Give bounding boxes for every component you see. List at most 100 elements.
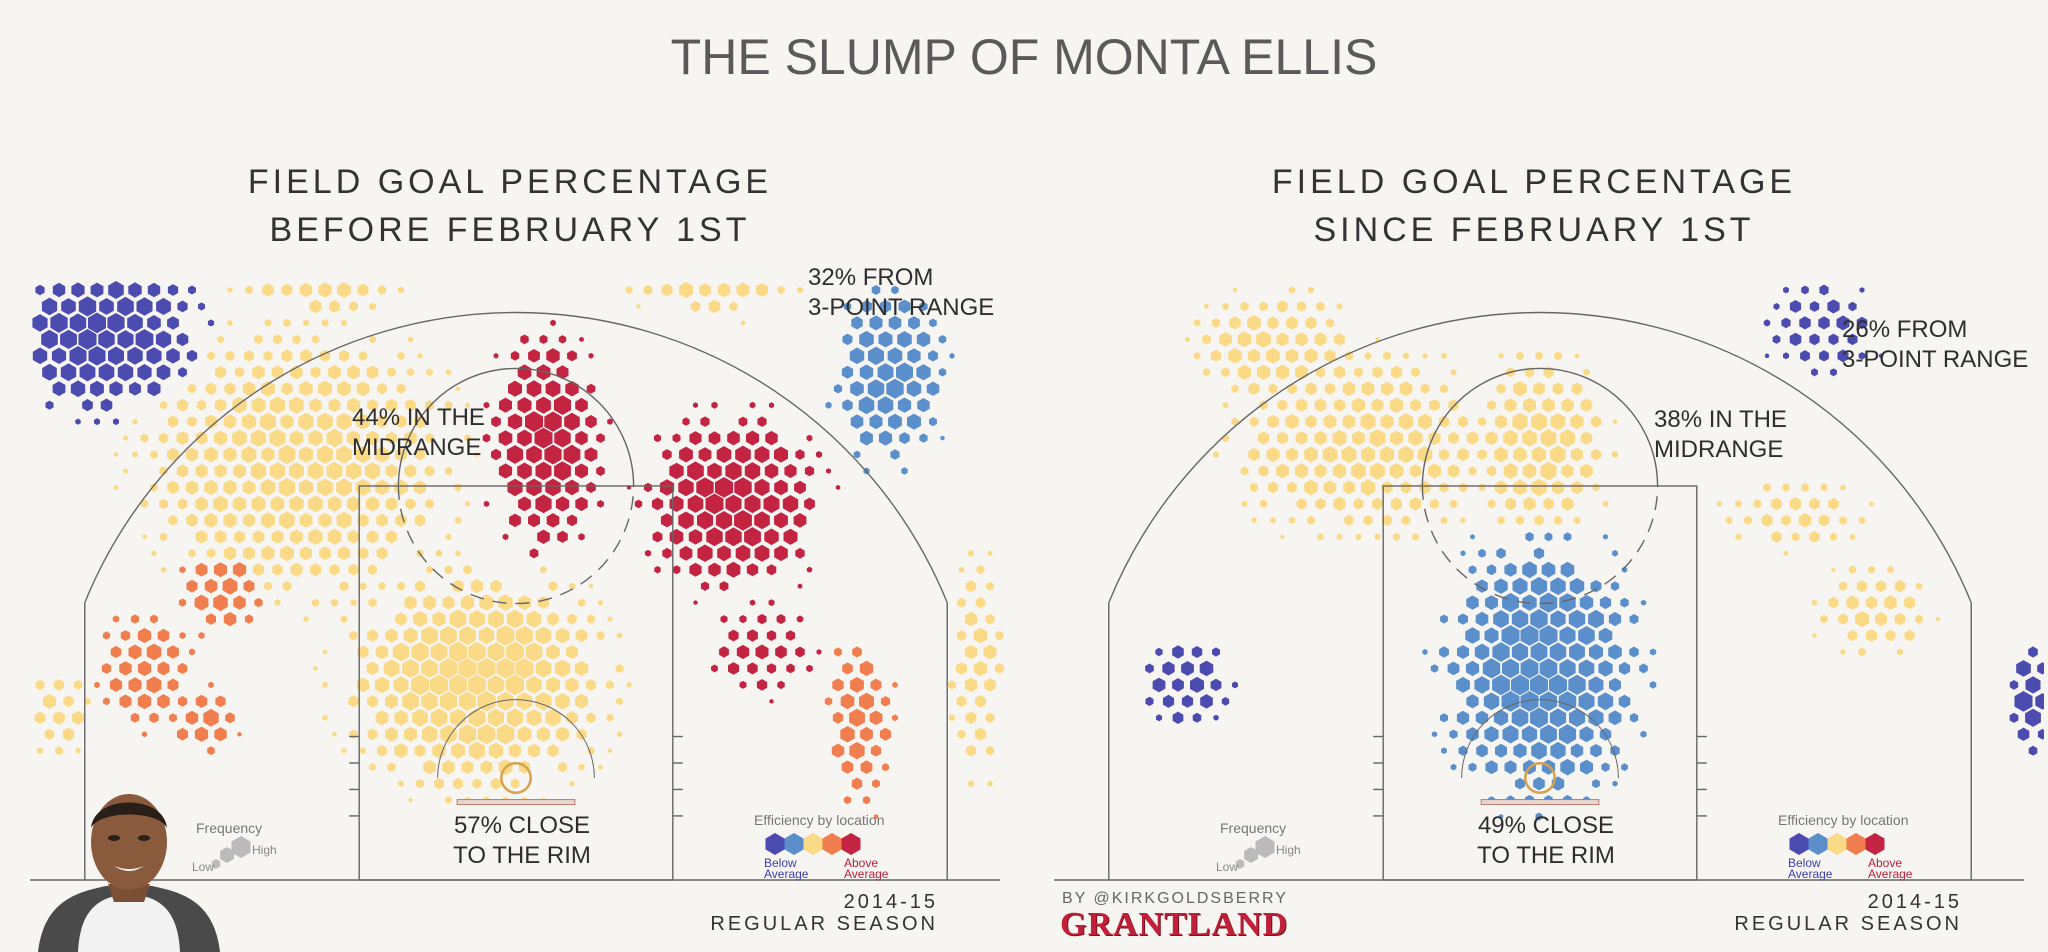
shot-hexbin — [569, 582, 575, 590]
shot-hexbin — [547, 612, 559, 626]
shot-hexbin — [584, 447, 598, 462]
shot-hexbin — [271, 365, 284, 379]
shot-hexbin — [444, 565, 453, 575]
efficiency-legend-title: Efficiency by location — [1778, 812, 1909, 828]
shot-hexbin — [510, 350, 520, 361]
shot-hexbin — [450, 708, 466, 727]
shot-hexbin — [901, 467, 908, 475]
shot-hexbin — [757, 613, 767, 625]
shot-hexbin — [1351, 397, 1366, 413]
shot-hexbin — [1531, 446, 1547, 463]
season-label-line-1: 2014-15 — [843, 891, 938, 913]
shot-hexbin — [1583, 368, 1590, 376]
shot-hexbin — [851, 316, 863, 330]
shot-hexbin — [1492, 674, 1510, 696]
shot-hexbin — [357, 283, 369, 297]
shot-hexbin — [1904, 629, 1915, 642]
shot-hexbin — [739, 615, 747, 624]
shot-hexbin — [347, 530, 360, 544]
shot-hexbin — [477, 691, 496, 712]
shot-hexbin — [1553, 515, 1563, 525]
shot-hexbin — [700, 581, 710, 591]
shot-hexbin — [843, 302, 852, 311]
shot-hexbin — [281, 349, 293, 363]
shot-hexbin — [61, 298, 76, 315]
shot-hexbin — [141, 731, 148, 738]
shot-hexbin — [916, 364, 931, 381]
shot-hexbin — [1590, 744, 1602, 758]
shot-hexbin — [1487, 400, 1496, 411]
shot-hexbin — [300, 546, 312, 561]
shot-hexbin — [545, 478, 561, 497]
shot-hexbin — [34, 711, 46, 724]
shot-hexbin — [1580, 463, 1593, 479]
shot-hexbin — [1763, 319, 1771, 327]
season-label-line-2: REGULAR SEASON — [710, 913, 938, 935]
shot-hexbin — [63, 695, 74, 708]
midrange-annotation-line-1: 38% IN THE — [1654, 406, 1787, 433]
shot-hexbin — [689, 431, 702, 446]
shot-hexbin — [1400, 481, 1412, 494]
shot-hexbin — [744, 527, 761, 547]
shot-hexbin — [237, 731, 242, 737]
three-point-annotation-line-2: 3-POINT RANGE — [808, 294, 995, 321]
shot-hexbin — [385, 497, 398, 511]
shot-hexbin — [1571, 382, 1583, 396]
shot-hexbin — [896, 362, 913, 383]
shot-hexbin — [1332, 463, 1347, 479]
shot-hexbin — [73, 680, 83, 690]
shot-hexbin — [113, 452, 119, 457]
shot-hexbin — [842, 399, 853, 412]
shot-hexbin — [849, 347, 865, 365]
shot-hexbin — [451, 742, 465, 759]
shot-hexbin — [128, 282, 142, 298]
shot-hexbin — [444, 400, 453, 410]
shot-hexbin — [1390, 365, 1403, 379]
shot-hexbin — [52, 381, 66, 397]
shot-hexbin — [179, 566, 186, 574]
shot-hexbin — [469, 610, 485, 629]
shot-hexbin — [1549, 642, 1567, 662]
shot-hexbin — [442, 595, 455, 610]
shot-hexbin — [860, 726, 873, 742]
shot-hexbin — [796, 615, 804, 623]
shot-hexbin — [127, 346, 143, 365]
shot-hexbin — [1812, 633, 1817, 638]
shot-hexbin — [853, 450, 861, 459]
shot-hexbin — [332, 731, 337, 737]
shot-hexbin — [260, 412, 276, 431]
shot-hexbin — [766, 663, 777, 674]
shot-hexbin — [317, 478, 333, 497]
shot-hexbin — [797, 286, 803, 294]
shot-hexbin — [369, 302, 376, 311]
shot-hexbin — [215, 695, 226, 708]
shot-hexbin — [159, 401, 168, 410]
shot-hexbin — [150, 614, 158, 624]
shot-hexbin — [1539, 625, 1558, 646]
shot-hexbin — [94, 681, 100, 689]
shot-hexbin — [1763, 483, 1771, 492]
shot-hexbin — [545, 708, 561, 727]
shot-hexbin — [319, 546, 331, 561]
shot-hexbin — [869, 414, 883, 430]
shot-hexbin — [975, 695, 986, 708]
shot-hexbin — [1332, 430, 1347, 447]
shot-hexbin — [482, 433, 491, 443]
free-throw-arc-bottom — [1421, 485, 1659, 605]
shot-hexbin — [290, 562, 303, 577]
three-point-arc — [84, 311, 948, 603]
shot-hexbin — [984, 678, 996, 692]
shot-hexbin — [502, 533, 509, 541]
shot-hexbin — [517, 726, 532, 743]
shot-hexbin — [1618, 694, 1631, 708]
shot-hexbin — [526, 676, 542, 694]
shot-hexbin — [430, 708, 448, 728]
shot-hexbin — [356, 381, 370, 397]
free-throw-arc-top — [1421, 367, 1659, 486]
shot-hexbin — [1563, 532, 1572, 542]
shot-hexbin — [607, 418, 613, 425]
efficiency-hex — [1846, 833, 1866, 855]
shot-hexbin — [1145, 696, 1154, 706]
shot-hexbin — [1294, 463, 1309, 479]
shot-hexbin — [366, 661, 379, 676]
